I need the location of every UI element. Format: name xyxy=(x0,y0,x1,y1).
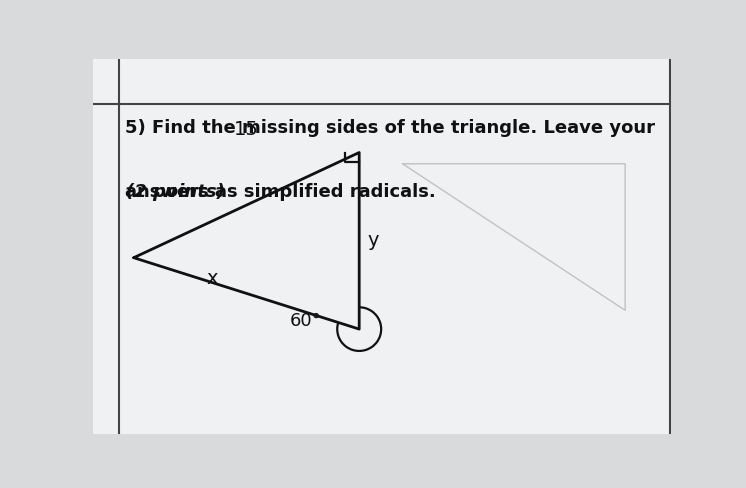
Text: 5) Find the missing sides of the triangle. Leave your: 5) Find the missing sides of the triangl… xyxy=(125,119,655,137)
Text: y: y xyxy=(368,231,380,250)
Text: 60°: 60° xyxy=(290,312,322,330)
Text: x: x xyxy=(206,269,218,288)
Text: (2 points): (2 points) xyxy=(126,183,225,201)
Text: 15: 15 xyxy=(234,121,259,140)
Text: answers as simplified radicals.: answers as simplified radicals. xyxy=(0,487,1,488)
Text: answers as simplified radicals.: answers as simplified radicals. xyxy=(125,183,442,201)
